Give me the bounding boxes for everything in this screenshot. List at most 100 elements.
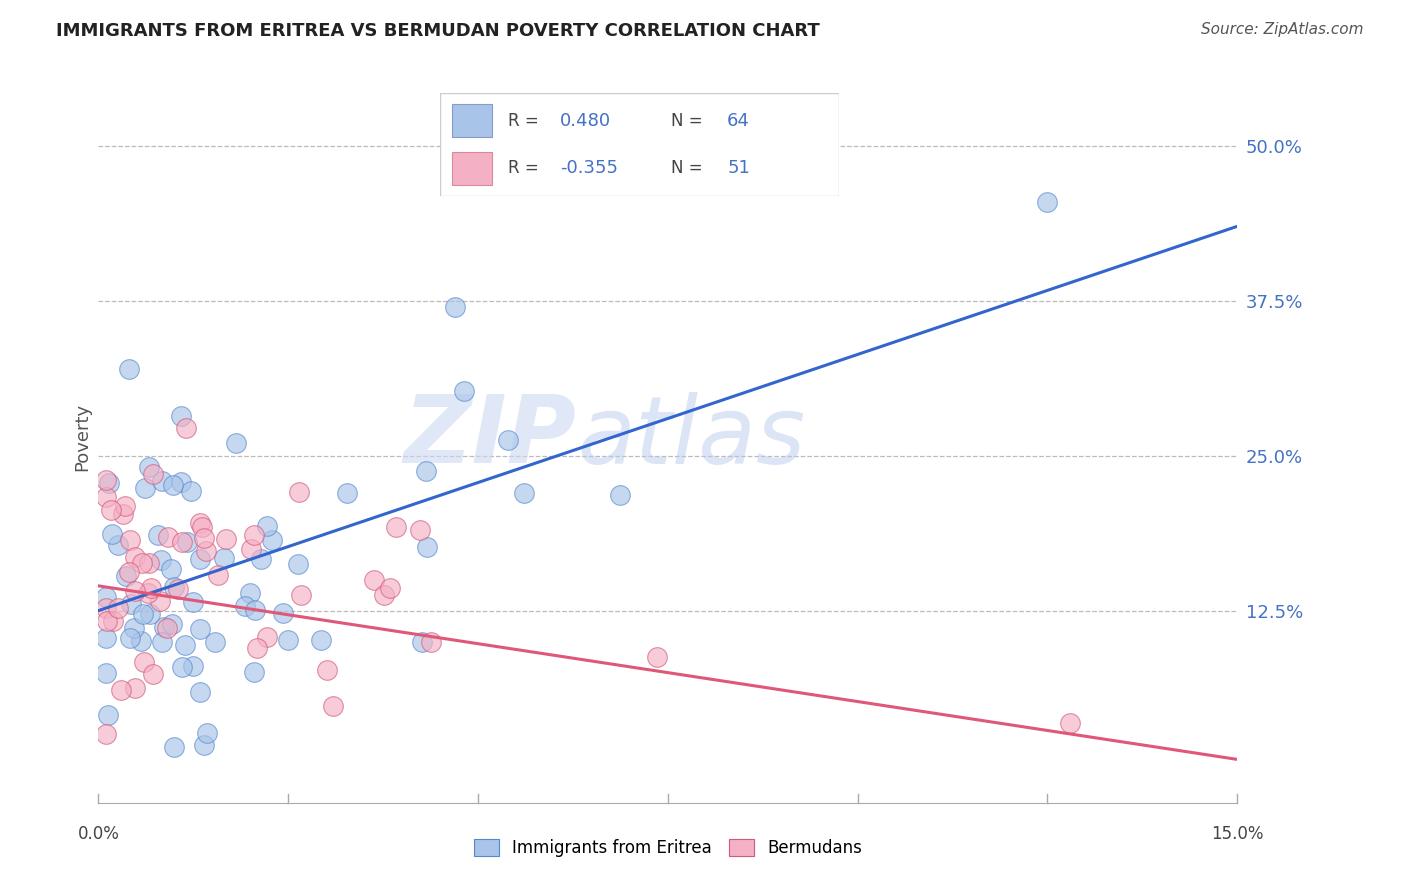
Point xyxy=(129,634,152,648)
Point xyxy=(97,708,120,723)
Text: 0.0%: 0.0% xyxy=(77,825,120,843)
Point xyxy=(181,659,204,673)
Point xyxy=(124,550,146,565)
Point xyxy=(378,581,401,595)
Point xyxy=(256,519,278,533)
Point xyxy=(195,726,218,740)
Point xyxy=(172,534,194,549)
Point xyxy=(114,499,136,513)
Point xyxy=(138,556,160,570)
Point xyxy=(1036,194,1059,209)
Point xyxy=(277,633,299,648)
Point xyxy=(134,655,156,669)
Point xyxy=(496,433,519,447)
Point xyxy=(160,562,183,576)
Point xyxy=(204,635,226,649)
Point xyxy=(420,634,443,648)
Point xyxy=(411,634,433,648)
Point xyxy=(138,460,160,475)
Point xyxy=(188,552,211,566)
Point xyxy=(188,623,211,637)
Point xyxy=(238,586,260,600)
Point xyxy=(166,582,188,596)
Point xyxy=(163,581,186,595)
Point xyxy=(239,541,262,556)
Point xyxy=(316,663,339,677)
Text: IMMIGRANTS FROM ERITREA VS BERMUDAN POVERTY CORRELATION CHART: IMMIGRANTS FROM ERITREA VS BERMUDAN POVE… xyxy=(56,22,820,40)
Point xyxy=(233,599,256,614)
Point xyxy=(122,621,145,635)
Point xyxy=(194,543,217,558)
Point xyxy=(156,622,179,636)
Point xyxy=(114,568,136,582)
Point xyxy=(131,607,153,622)
Point xyxy=(131,556,153,570)
Point xyxy=(453,384,475,399)
Point xyxy=(111,507,134,521)
Point xyxy=(245,603,267,617)
Point xyxy=(118,631,141,645)
Text: ZIP: ZIP xyxy=(404,391,576,483)
Point xyxy=(271,606,294,620)
Point xyxy=(322,698,344,713)
Point xyxy=(120,598,142,612)
Text: atlas: atlas xyxy=(576,392,806,483)
Point xyxy=(183,595,205,609)
Point xyxy=(94,631,117,645)
Point xyxy=(163,739,186,754)
Y-axis label: Poverty: Poverty xyxy=(73,403,91,471)
Point xyxy=(94,727,117,741)
Point xyxy=(160,617,183,632)
Point xyxy=(170,409,193,423)
Point xyxy=(162,478,184,492)
Point xyxy=(256,630,278,644)
Point xyxy=(94,665,117,680)
Point xyxy=(243,665,266,680)
Point xyxy=(139,607,162,621)
Point xyxy=(124,681,146,695)
Point xyxy=(136,586,159,600)
Point xyxy=(173,638,195,652)
Point xyxy=(172,660,194,674)
Point xyxy=(193,738,215,752)
Point xyxy=(250,552,273,566)
Point xyxy=(246,641,269,656)
Point xyxy=(150,635,173,649)
Point xyxy=(409,523,432,537)
Point xyxy=(149,594,172,608)
Point xyxy=(373,588,395,602)
Point xyxy=(139,581,162,595)
Point xyxy=(193,531,215,545)
Point xyxy=(645,650,668,665)
Point xyxy=(107,601,129,615)
Point xyxy=(94,590,117,604)
Point xyxy=(416,540,439,554)
Point xyxy=(225,436,247,450)
Point xyxy=(118,533,141,547)
Point xyxy=(609,488,631,502)
Point xyxy=(188,516,211,530)
Point xyxy=(190,520,212,534)
Point xyxy=(214,533,236,547)
Point xyxy=(94,600,117,615)
Point xyxy=(94,473,117,487)
Point xyxy=(100,527,122,541)
Point xyxy=(118,362,141,376)
Point xyxy=(101,614,124,628)
Point xyxy=(512,485,534,500)
Point xyxy=(309,633,332,648)
Point xyxy=(97,475,120,490)
Point xyxy=(415,464,437,478)
Point xyxy=(287,557,309,571)
Point xyxy=(149,553,172,567)
Point xyxy=(96,615,118,629)
Point xyxy=(153,620,176,634)
Point xyxy=(188,685,211,699)
Point xyxy=(134,481,156,495)
Point xyxy=(243,528,266,542)
Point xyxy=(207,568,229,582)
Point xyxy=(124,583,146,598)
Point xyxy=(107,538,129,552)
Point xyxy=(94,490,117,504)
Point xyxy=(385,520,408,534)
